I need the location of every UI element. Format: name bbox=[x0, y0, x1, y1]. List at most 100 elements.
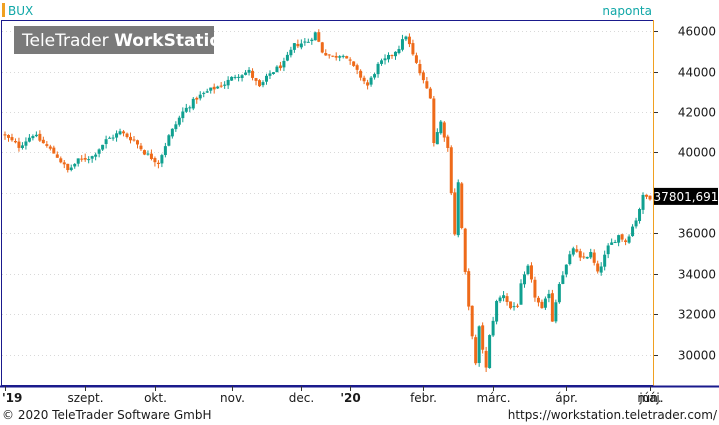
candle-body bbox=[38, 133, 42, 141]
candle-body bbox=[463, 228, 467, 272]
candle-body bbox=[142, 150, 146, 155]
candle-body bbox=[59, 158, 63, 163]
candle-body bbox=[195, 97, 199, 100]
candle-body bbox=[446, 136, 450, 148]
candle-body bbox=[526, 265, 530, 275]
candle-body bbox=[334, 55, 338, 58]
candle-body bbox=[390, 55, 394, 57]
candle-body bbox=[118, 131, 122, 135]
x-tick-label: nov. bbox=[220, 391, 245, 405]
candle-body bbox=[516, 305, 520, 307]
candle-body bbox=[578, 251, 582, 258]
candle-body bbox=[418, 64, 422, 74]
candle-body bbox=[627, 236, 631, 243]
candle-body bbox=[341, 55, 345, 57]
candle-body bbox=[237, 76, 241, 78]
candle-body bbox=[101, 144, 105, 150]
candle-body bbox=[638, 209, 642, 222]
candle-body bbox=[3, 134, 7, 136]
source-url[interactable]: https://workstation.teletrader.com/ bbox=[508, 408, 718, 422]
candle-body bbox=[362, 77, 366, 82]
candle-body bbox=[488, 335, 492, 369]
candle-body bbox=[484, 350, 488, 368]
candle-body bbox=[34, 134, 38, 137]
candle-body bbox=[348, 59, 352, 61]
candle-body bbox=[271, 72, 275, 75]
x-tick-label: ápr. bbox=[555, 391, 578, 405]
x-tick-label: okt. bbox=[144, 391, 167, 405]
watermark-brand-regular: TeleTrader bbox=[21, 31, 114, 51]
candle-body bbox=[582, 256, 586, 258]
candle-body bbox=[184, 107, 188, 112]
x-tick-label: '19 bbox=[2, 391, 22, 405]
candle-body bbox=[610, 242, 614, 245]
x-tick-label: jún. bbox=[638, 391, 661, 405]
candle-body bbox=[125, 133, 129, 138]
candle-body bbox=[202, 92, 206, 94]
candle-body bbox=[498, 297, 502, 302]
candle-body bbox=[10, 137, 14, 141]
copyright-text: © 2020 TeleTrader Software GmbH bbox=[2, 408, 212, 422]
candle-body bbox=[80, 158, 84, 160]
candle-body bbox=[359, 70, 363, 78]
candle-body bbox=[27, 137, 31, 142]
candle-body bbox=[62, 162, 66, 165]
candle-body bbox=[400, 39, 404, 50]
candle-body bbox=[617, 235, 621, 243]
y-tick-label: 42000 bbox=[678, 106, 716, 120]
candle-body bbox=[387, 54, 391, 60]
candle-body bbox=[564, 264, 568, 275]
candle-body bbox=[48, 146, 52, 149]
candle-body bbox=[264, 75, 268, 82]
candle-body bbox=[292, 43, 296, 50]
watermark-brand-bold: WorkStation bbox=[114, 31, 233, 51]
candle-body bbox=[226, 79, 230, 86]
candle-body bbox=[55, 154, 59, 158]
candle-body bbox=[477, 326, 481, 363]
candle-body bbox=[97, 149, 101, 154]
candle-body bbox=[6, 135, 10, 138]
candle-body bbox=[634, 220, 638, 227]
candle-body bbox=[52, 147, 56, 154]
candle-body bbox=[66, 163, 70, 171]
candle-body bbox=[76, 158, 80, 164]
candle-body bbox=[212, 86, 216, 90]
x-axis: '19 szept. okt. nov. dec. '20 febr. márc. ápr. má… bbox=[2, 386, 664, 405]
candle-body bbox=[568, 254, 572, 265]
candle-body bbox=[111, 137, 115, 139]
candle-body bbox=[540, 301, 544, 309]
candle-body bbox=[641, 194, 645, 210]
candle-body bbox=[104, 139, 108, 145]
candle-body bbox=[24, 141, 28, 146]
candle-body bbox=[132, 139, 136, 141]
candle-body bbox=[94, 154, 98, 157]
x-tick-label: febr. bbox=[410, 391, 437, 405]
candle-body bbox=[533, 279, 537, 298]
candle-body bbox=[216, 86, 220, 89]
candle-body bbox=[439, 121, 443, 134]
candle-body bbox=[258, 80, 262, 87]
candle-body bbox=[596, 263, 600, 272]
candle-body bbox=[275, 66, 279, 73]
candle-body bbox=[467, 271, 471, 307]
y-tick-label: 36000 bbox=[678, 227, 716, 241]
candle-body bbox=[529, 265, 533, 280]
candle-body bbox=[163, 146, 167, 156]
candle-body bbox=[289, 49, 293, 56]
interval-label: naponta bbox=[602, 4, 652, 18]
candle-body bbox=[543, 298, 547, 308]
candle-body bbox=[191, 98, 195, 109]
candle-body bbox=[554, 302, 558, 322]
candle-body bbox=[592, 252, 596, 263]
candle-body bbox=[648, 195, 652, 200]
candle-body bbox=[299, 43, 303, 48]
candle-body bbox=[188, 107, 192, 109]
candle-body bbox=[327, 54, 331, 56]
candle-body bbox=[17, 141, 21, 148]
candle-body bbox=[404, 36, 408, 40]
candle-body bbox=[261, 82, 265, 86]
candle-body bbox=[244, 72, 248, 75]
candle-body bbox=[474, 337, 478, 364]
candle-body bbox=[603, 254, 607, 267]
x-tick-label: '20 bbox=[340, 391, 360, 405]
